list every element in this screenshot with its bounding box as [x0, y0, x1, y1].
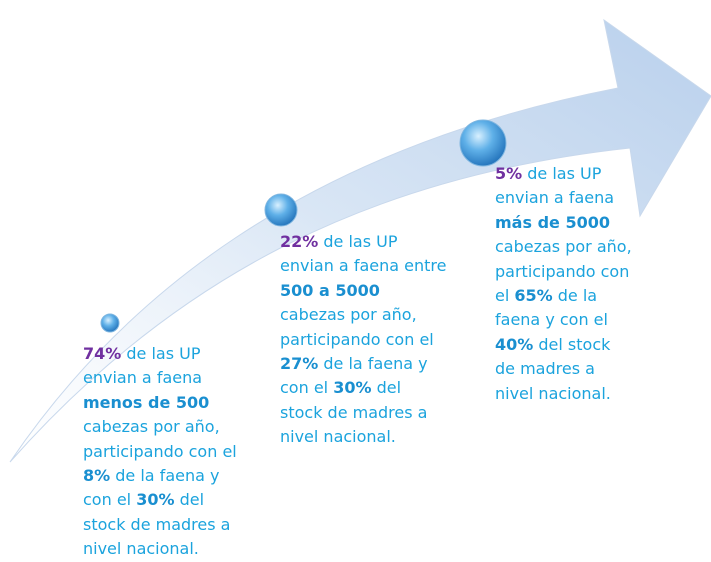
faena-share: 65%: [514, 286, 552, 305]
share: 74%: [83, 344, 121, 363]
range: menos de 500: [83, 393, 209, 412]
faena-share: 8%: [83, 466, 110, 485]
stock-share: 30%: [333, 378, 371, 397]
text: cabezas por año, participando con el: [83, 417, 237, 460]
page: 74% de las UP envian a faena menos de 50…: [0, 0, 711, 559]
step-text: 74% de las UP envian a faena menos de 50…: [83, 342, 248, 562]
faena-share: 27%: [280, 354, 318, 373]
share: 22%: [280, 232, 318, 251]
bubble: [265, 194, 297, 226]
stock-share: 40%: [495, 335, 533, 354]
bubble: [101, 314, 119, 332]
text: cabezas por año, participando con el: [280, 305, 434, 348]
step-text: 22% de las UP envian a faena entre 500 a…: [280, 230, 448, 450]
step-text: 5% de las UP envian a faena más de 5000 …: [495, 162, 633, 406]
range: 500 a 5000: [280, 281, 380, 300]
share: 5%: [495, 164, 522, 183]
bubble: [460, 120, 506, 166]
stock-share: 30%: [136, 490, 174, 509]
range: más de 5000: [495, 213, 610, 232]
